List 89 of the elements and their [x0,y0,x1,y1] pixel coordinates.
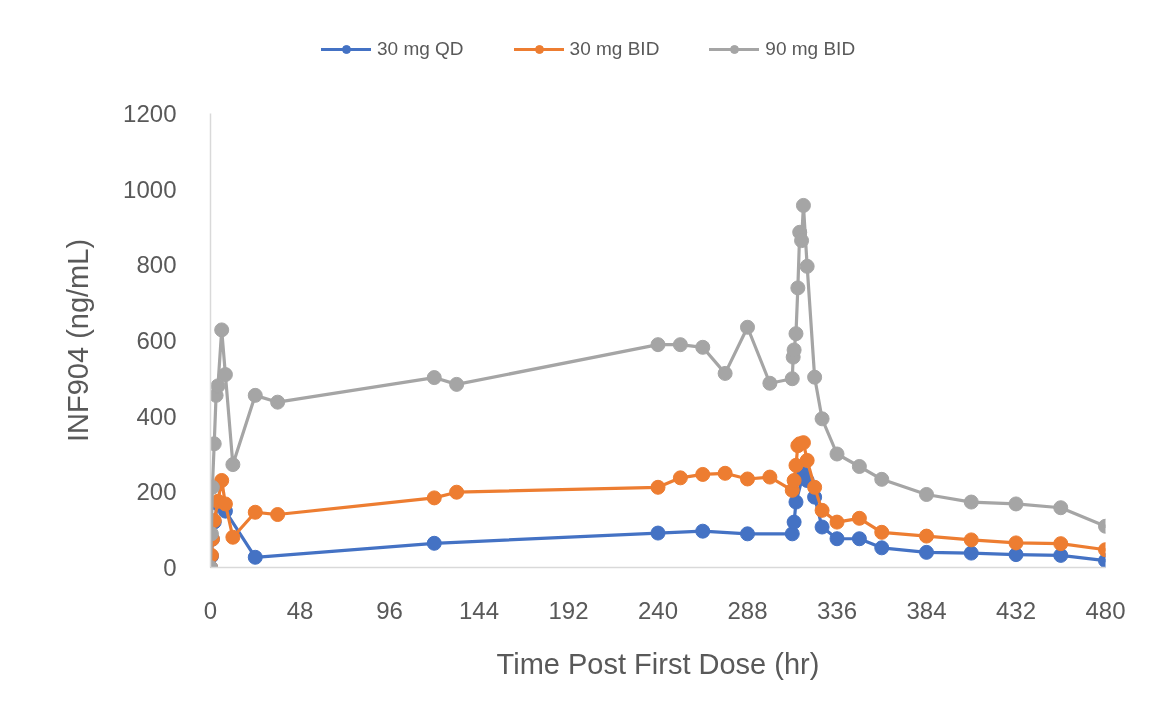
point [217,496,233,512]
point [426,535,442,551]
point [919,528,934,544]
point [788,457,804,473]
y-tick-label: 200 [136,478,177,506]
x-tick-label: 96 [376,596,403,624]
point [874,471,890,487]
point [784,526,800,542]
point [851,531,867,547]
point [740,471,755,487]
point [672,470,688,486]
y-tick-label: 1200 [123,100,177,127]
point [650,479,666,495]
point [1053,500,1069,516]
point [426,370,442,386]
point [740,319,755,335]
point [799,452,815,468]
point [449,484,465,500]
point [650,337,666,353]
y-tick-label: 0 [163,554,177,581]
point [426,490,442,506]
point [449,376,465,392]
point [247,387,263,403]
point [790,280,806,296]
point [270,507,286,523]
point [650,525,666,541]
point [851,510,867,526]
point [851,459,867,474]
y-axis-title: INF904 (ng/mL) [62,238,95,443]
y-tick-label: 600 [136,327,177,354]
point [1053,536,1069,552]
x-tick-label: 240 [637,596,679,624]
x-tick-label: 432 [995,596,1037,624]
point [794,233,810,249]
point [210,378,226,394]
point [788,494,804,510]
point [874,540,890,556]
legend-label: 30 mg QD [377,38,464,60]
point [270,394,286,410]
point [1008,535,1024,551]
point [695,523,711,539]
x-tick-label: 192 [548,596,589,624]
point [762,469,778,485]
point [963,494,979,510]
x-tick-label: 144 [458,596,500,624]
point [247,504,263,520]
point [717,365,733,381]
point [807,479,823,495]
point [829,446,845,462]
point [784,371,800,387]
point [799,258,815,274]
point [919,487,934,502]
x-tick-label: 0 [203,596,218,624]
y-tick-label: 400 [136,402,177,430]
legend-label: 90 mg BID [765,38,856,60]
point [717,465,733,481]
point [672,337,688,353]
y-tick-label: 1000 [123,175,177,203]
point [247,549,263,565]
point [786,514,802,530]
point [829,514,845,530]
point [814,411,830,427]
point [807,369,823,385]
legend-label: 30 mg BID [569,38,660,60]
point [963,545,979,561]
point [786,473,802,488]
x-tick-label: 480 [1085,596,1126,624]
point [695,339,711,355]
point [788,326,804,342]
point [795,197,811,213]
x-tick-label: 48 [286,596,314,624]
point [874,524,890,540]
point [695,466,711,482]
point [1008,496,1024,512]
point [225,529,241,545]
point [829,531,845,547]
point [814,502,830,518]
x-axis-title: Time Post First Dose (hr) [496,647,820,680]
point [214,322,230,338]
x-tick-label: 384 [906,596,947,624]
y-tick-label: 800 [136,251,177,279]
x-tick-label: 336 [816,596,858,624]
point [762,375,778,391]
point [225,457,241,473]
point [740,526,755,542]
x-tick-label: 288 [727,596,768,624]
point [963,532,979,548]
point [814,519,830,535]
point [919,544,934,560]
